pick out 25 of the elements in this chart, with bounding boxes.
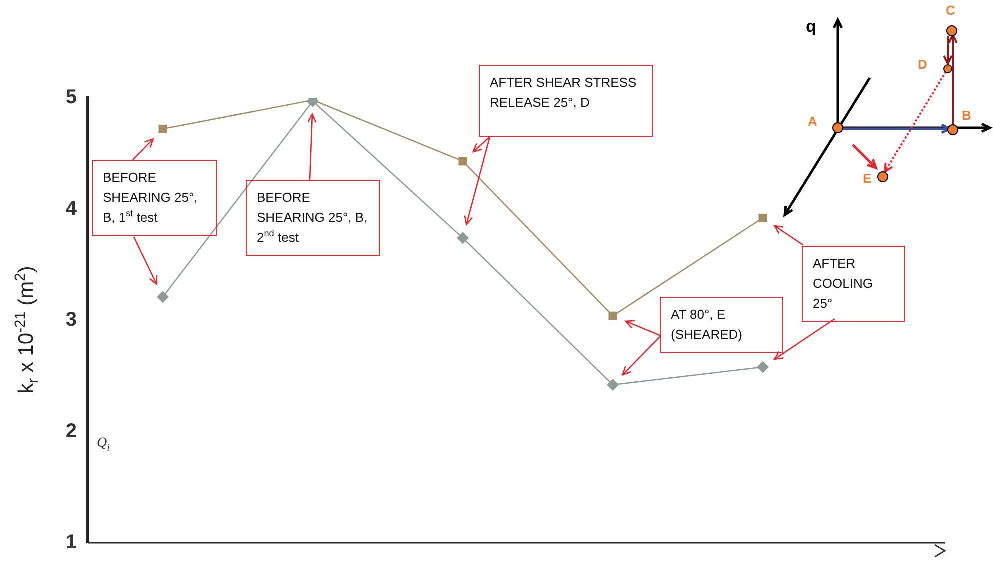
annotation: E (863, 171, 872, 186)
text: C (946, 3, 956, 18)
point (458, 157, 468, 166)
y-tick-label: 1 (66, 532, 77, 554)
annotation: BEFORE SHEARING 25°, B, 1$^{st}$ test (92, 160, 217, 236)
annotation: AFTER SHEAR STRESS RELEASE 25°, D (479, 65, 653, 137)
point (758, 214, 768, 222)
point (157, 291, 169, 304)
annotation: BEFORE SHEARING 25°, B, 2$^{nd}$ test (246, 180, 380, 256)
point (757, 361, 769, 374)
y-tick-label: 4 (66, 198, 78, 220)
point (158, 124, 168, 134)
annotation: Q$_{i}$ (97, 436, 110, 454)
text: D (918, 57, 928, 72)
annotation: AT 80°, E (SHEARED) (660, 297, 783, 353)
y-tick-label: 5 (66, 86, 77, 109)
point (607, 379, 619, 392)
annotation: A (808, 114, 818, 129)
text: B (962, 108, 972, 123)
annotation: AFTER COOLING 25° (802, 246, 905, 322)
y-tick-label: 2 (66, 420, 77, 442)
point (608, 312, 618, 320)
y-tick-label: 3 (66, 309, 77, 332)
text: q (806, 17, 816, 37)
point (457, 232, 469, 244)
